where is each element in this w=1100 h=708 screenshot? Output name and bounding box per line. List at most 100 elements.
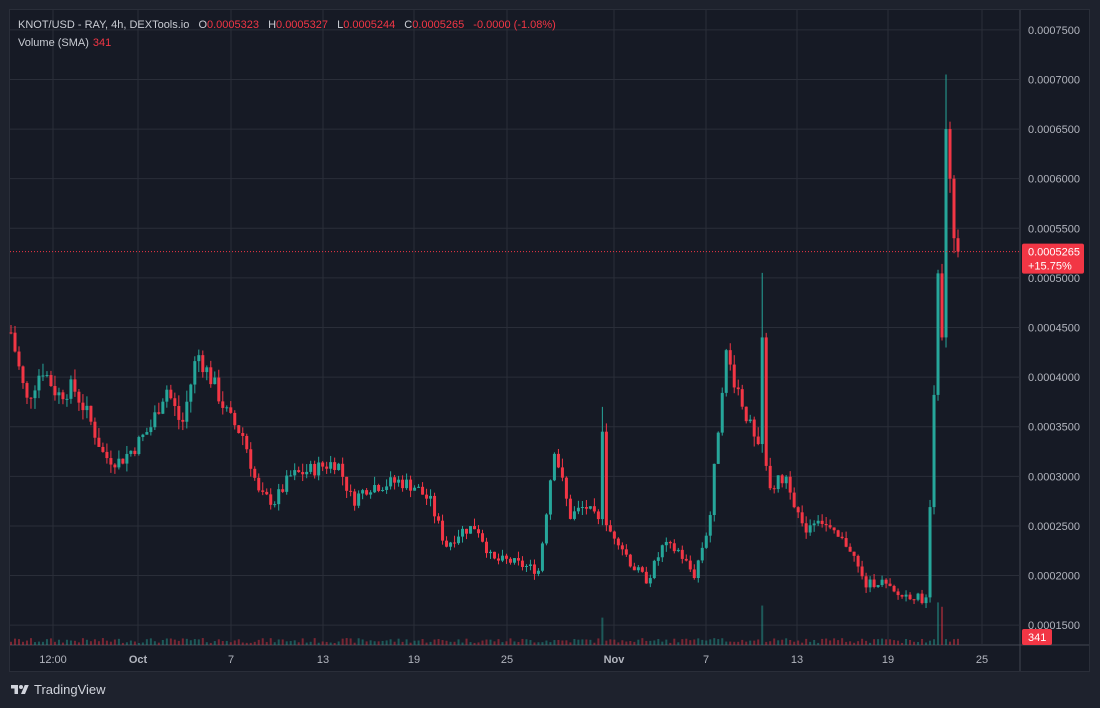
candle-body (185, 401, 189, 422)
volume-bar (309, 641, 312, 645)
volume-bar (461, 642, 464, 645)
volume-bar (301, 638, 304, 645)
y-tick-label: 0.0003500 (1028, 422, 1080, 434)
volume-bar (37, 641, 40, 645)
volume-bar (857, 641, 860, 645)
volume-bar (93, 639, 96, 645)
volume-bar (121, 642, 124, 645)
candle-body (81, 402, 85, 411)
volume-bar (849, 641, 852, 645)
candle-body (105, 451, 109, 459)
candle-body (684, 558, 688, 561)
volume-bar (61, 642, 64, 645)
volume-bar (441, 640, 444, 645)
candle-body (908, 594, 912, 600)
candle-body (904, 594, 908, 597)
candle-body (397, 479, 401, 483)
volume-bar (597, 638, 600, 645)
volume-bar (193, 639, 196, 645)
volume-bar (501, 642, 504, 645)
candle-body (281, 489, 285, 492)
candle-body (548, 480, 552, 515)
candle-body (21, 366, 25, 384)
volume-bar (129, 640, 132, 645)
x-tick-label: 7 (228, 654, 234, 666)
volume-bar (489, 639, 492, 645)
symbol-title[interactable]: KNOT/USD - RAY, 4h, DEXTools.io (18, 19, 190, 31)
volume-bar (13, 638, 16, 645)
high-value: 0.0005327 (276, 19, 329, 31)
volume-label[interactable]: Volume (SMA) (18, 37, 89, 49)
candle-body (425, 494, 429, 499)
volume-bar (45, 639, 48, 645)
candle-body (916, 593, 920, 600)
candle-body (564, 477, 568, 499)
volume-bar (89, 641, 92, 645)
volume-bar (721, 638, 724, 645)
candle-body (528, 564, 532, 566)
tradingview-brand[interactable]: TradingView (10, 682, 106, 697)
candle-body (177, 406, 181, 420)
volume-bar (817, 642, 820, 645)
volume-bar (29, 638, 32, 645)
candle-body (437, 516, 441, 521)
volume-bar (737, 641, 740, 645)
candle-body (552, 453, 556, 481)
candle-body (676, 549, 680, 552)
volume-bar (629, 641, 632, 645)
candle-body (840, 536, 844, 539)
volume-bar (581, 639, 584, 645)
candle-body (816, 520, 820, 524)
candle-body (724, 350, 728, 393)
candle-body (576, 507, 580, 512)
volume-bar (733, 641, 736, 645)
candle-body (389, 477, 393, 487)
candle-body (632, 566, 636, 571)
candle-body (49, 375, 53, 387)
volume-bar (869, 642, 872, 645)
candle-body (157, 412, 161, 414)
candle-body (760, 337, 764, 445)
low-value: 0.0005244 (343, 19, 396, 31)
volume-bar (929, 640, 932, 645)
candle-body (808, 525, 812, 533)
volume-bar (601, 617, 604, 645)
y-tick-label: 0.0006000 (1028, 174, 1080, 186)
volume-bar (417, 640, 420, 645)
volume-bar (345, 638, 348, 645)
candle-body (357, 493, 361, 506)
candle-body (25, 383, 29, 398)
volume-bar (177, 640, 180, 645)
volume-bar (921, 638, 924, 645)
y-tick-label: 0.0007500 (1028, 25, 1080, 37)
volume-bar (521, 638, 524, 645)
volume-bar (573, 639, 576, 645)
volume-bar (885, 639, 888, 645)
volume-bar (717, 639, 720, 645)
candle-body (209, 367, 213, 385)
candle-body (445, 540, 449, 547)
candle-body (293, 470, 297, 476)
volume-bar (169, 638, 172, 645)
volume-bar (829, 640, 832, 645)
candle-body (141, 434, 145, 438)
volume-bar (889, 639, 892, 645)
candle-body (636, 567, 640, 571)
candle-body (29, 397, 33, 399)
volume-bar (229, 642, 232, 645)
volume-bar (197, 639, 200, 645)
price-badge-value: 0.0005265 (1028, 247, 1080, 259)
candle-body (217, 377, 221, 402)
candle-body (716, 432, 720, 464)
volume-bar (433, 639, 436, 645)
volume-bar (785, 638, 788, 645)
candle-body (101, 446, 105, 452)
volume-bar (185, 638, 188, 645)
brand-name: TradingView (34, 682, 106, 697)
volume-value: 341 (92, 37, 112, 49)
candle-body (125, 453, 129, 464)
candle-body (664, 541, 668, 546)
volume-bar (293, 640, 296, 645)
